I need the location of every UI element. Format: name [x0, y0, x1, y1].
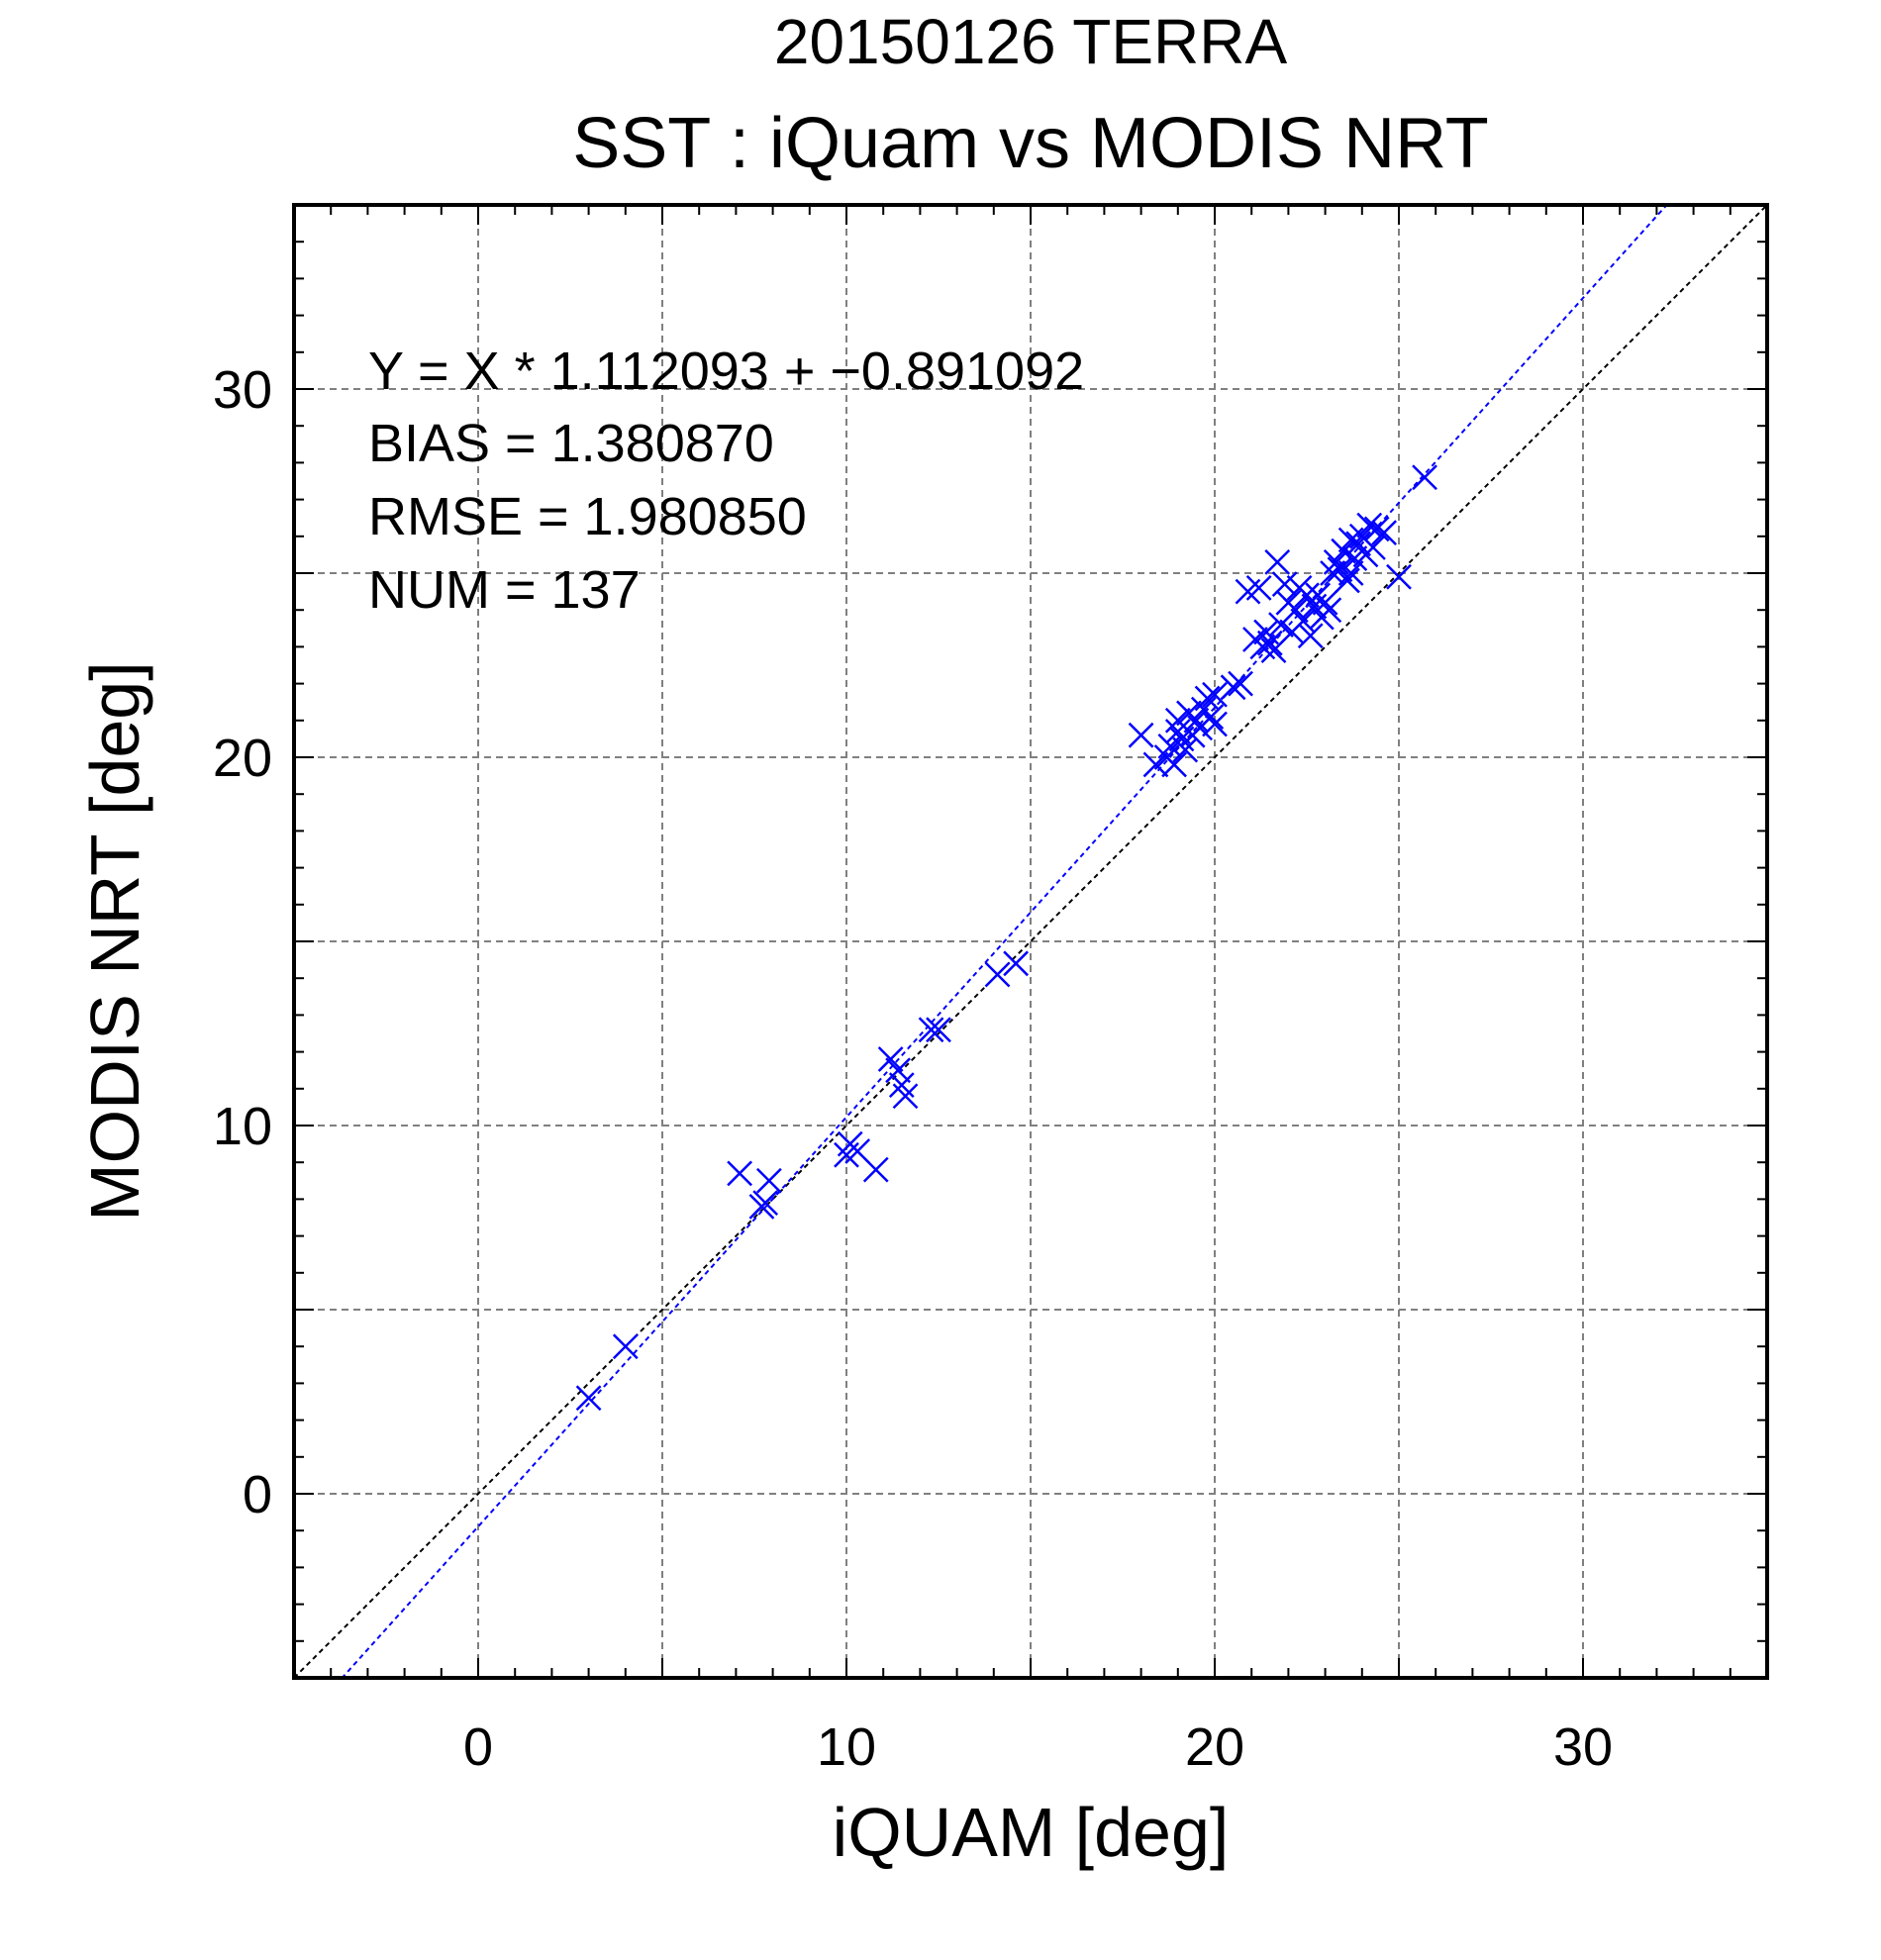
chart-title: SST : iQuam vs MODIS NRT — [572, 104, 1489, 183]
chart-suptitle: 20150126 TERRA — [774, 6, 1288, 77]
plot-frame — [292, 203, 1769, 1680]
data-point — [1264, 548, 1291, 575]
stats-annotation: Y = X * 1.112093 + −0.891092 BIAS = 1.38… — [368, 342, 1084, 620]
data-point — [1345, 531, 1371, 557]
data-point — [1316, 597, 1342, 624]
data-point — [862, 1156, 889, 1183]
data-point — [1172, 736, 1199, 763]
data-point — [1386, 563, 1412, 590]
data-point — [1256, 630, 1283, 656]
x-tick-label: 30 — [1553, 1717, 1613, 1777]
y-tick-label: 10 — [213, 1097, 272, 1156]
data-point — [1198, 704, 1225, 730]
data-point — [926, 1017, 951, 1043]
data-point — [1371, 520, 1398, 545]
data-point — [1312, 589, 1338, 616]
data-point — [892, 1083, 919, 1110]
x-axis-label: iQUAM [deg] — [833, 1794, 1230, 1871]
regression-fit-line — [341, 205, 1668, 1678]
data-point — [885, 1057, 911, 1084]
y-tick-label: 20 — [213, 729, 272, 788]
tick-labels: 0 10 20 30 0 10 20 30 — [213, 360, 1613, 1777]
grid-lines — [294, 205, 1767, 1678]
data-point — [1003, 950, 1030, 977]
y-axis-label: MODIS NRT [deg] — [76, 661, 153, 1221]
data-point — [1202, 681, 1228, 708]
data-point — [918, 1017, 944, 1043]
x-tick-label: 10 — [817, 1717, 876, 1777]
data-points — [575, 464, 1437, 1412]
data-point — [1164, 719, 1191, 744]
data-point — [1228, 670, 1253, 697]
data-point — [1142, 751, 1169, 778]
data-point — [1335, 567, 1360, 594]
y-tick-label: 30 — [213, 360, 272, 420]
data-point — [1161, 751, 1187, 778]
y-tick-label: 0 — [243, 1465, 272, 1524]
bias-value: BIAS = 1.380870 — [368, 414, 774, 473]
data-point — [984, 961, 1011, 988]
data-point — [1294, 582, 1320, 609]
data-point — [1363, 516, 1390, 542]
data-point — [1220, 674, 1246, 701]
data-point — [1245, 574, 1272, 601]
data-point — [1128, 722, 1154, 748]
data-point — [1297, 623, 1324, 649]
data-point — [752, 1190, 779, 1217]
data-point — [1202, 711, 1228, 737]
data-point — [727, 1160, 753, 1187]
data-point — [612, 1333, 639, 1360]
data-point — [1412, 464, 1437, 491]
regression-equation: Y = X * 1.112093 + −0.891092 — [368, 342, 1084, 401]
x-tick-label: 0 — [463, 1717, 493, 1777]
data-point — [1337, 560, 1364, 586]
rmse-value: RMSE = 1.980850 — [368, 487, 807, 546]
data-point — [877, 1046, 904, 1072]
x-tick-label: 20 — [1185, 1717, 1244, 1777]
data-point — [755, 1167, 782, 1194]
data-point — [1356, 512, 1383, 539]
data-point — [575, 1385, 602, 1412]
num-value: NUM = 137 — [368, 560, 641, 620]
data-point — [1331, 538, 1357, 564]
